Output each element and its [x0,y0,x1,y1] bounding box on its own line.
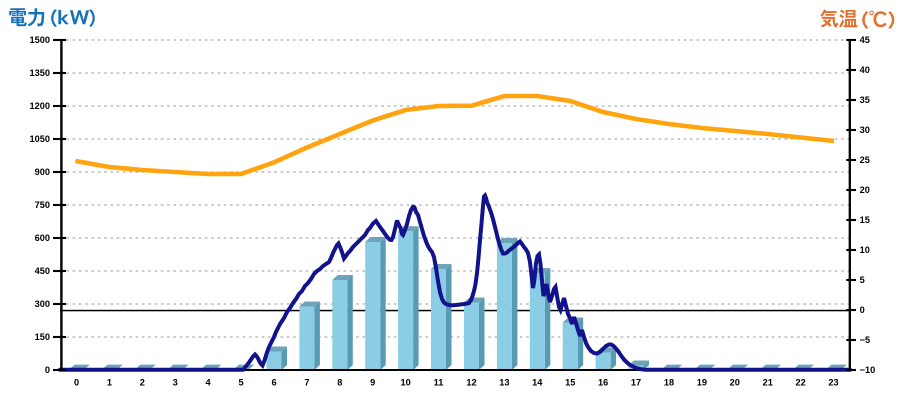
svg-text:18: 18 [664,377,674,387]
svg-text:10: 10 [860,245,870,255]
svg-text:7: 7 [304,377,309,387]
svg-text:17: 17 [631,377,641,387]
svg-text:1050: 1050 [30,134,50,144]
svg-text:−5: −5 [860,335,870,345]
svg-text:25: 25 [860,155,870,165]
svg-text:10: 10 [400,377,410,387]
svg-text:23: 23 [828,377,838,387]
svg-text:9: 9 [370,377,375,387]
svg-text:40: 40 [860,65,870,75]
svg-text:21: 21 [763,377,773,387]
svg-text:11: 11 [434,377,444,387]
svg-text:900: 900 [35,167,50,177]
svg-text:1350: 1350 [30,68,50,78]
svg-text:300: 300 [35,299,50,309]
svg-text:1200: 1200 [30,101,50,111]
svg-text:19: 19 [697,377,707,387]
svg-text:0: 0 [860,305,865,315]
svg-text:1500: 1500 [30,35,50,45]
svg-text:150: 150 [35,332,50,342]
svg-text:1: 1 [107,377,112,387]
svg-text:12: 12 [466,377,476,387]
svg-text:0: 0 [74,377,79,387]
svg-text:20: 20 [860,185,870,195]
svg-text:35: 35 [860,95,870,105]
svg-text:6: 6 [271,377,276,387]
svg-text:−10: −10 [860,365,876,375]
svg-text:22: 22 [795,377,805,387]
svg-text:4: 4 [206,377,212,387]
svg-text:13: 13 [499,377,509,387]
svg-text:450: 450 [35,266,50,276]
svg-text:8: 8 [337,377,342,387]
svg-text:2: 2 [140,377,145,387]
svg-text:750: 750 [35,200,50,210]
svg-text:3: 3 [173,377,178,387]
svg-text:600: 600 [35,233,50,243]
svg-text:45: 45 [860,35,870,45]
svg-text:0: 0 [45,365,50,375]
svg-text:15: 15 [565,377,575,387]
svg-text:5: 5 [860,275,865,285]
svg-text:5: 5 [238,377,243,387]
svg-text:14: 14 [532,377,543,387]
svg-text:30: 30 [860,125,870,135]
svg-text:20: 20 [730,377,740,387]
svg-text:15: 15 [860,215,870,225]
svg-text:16: 16 [598,377,608,387]
